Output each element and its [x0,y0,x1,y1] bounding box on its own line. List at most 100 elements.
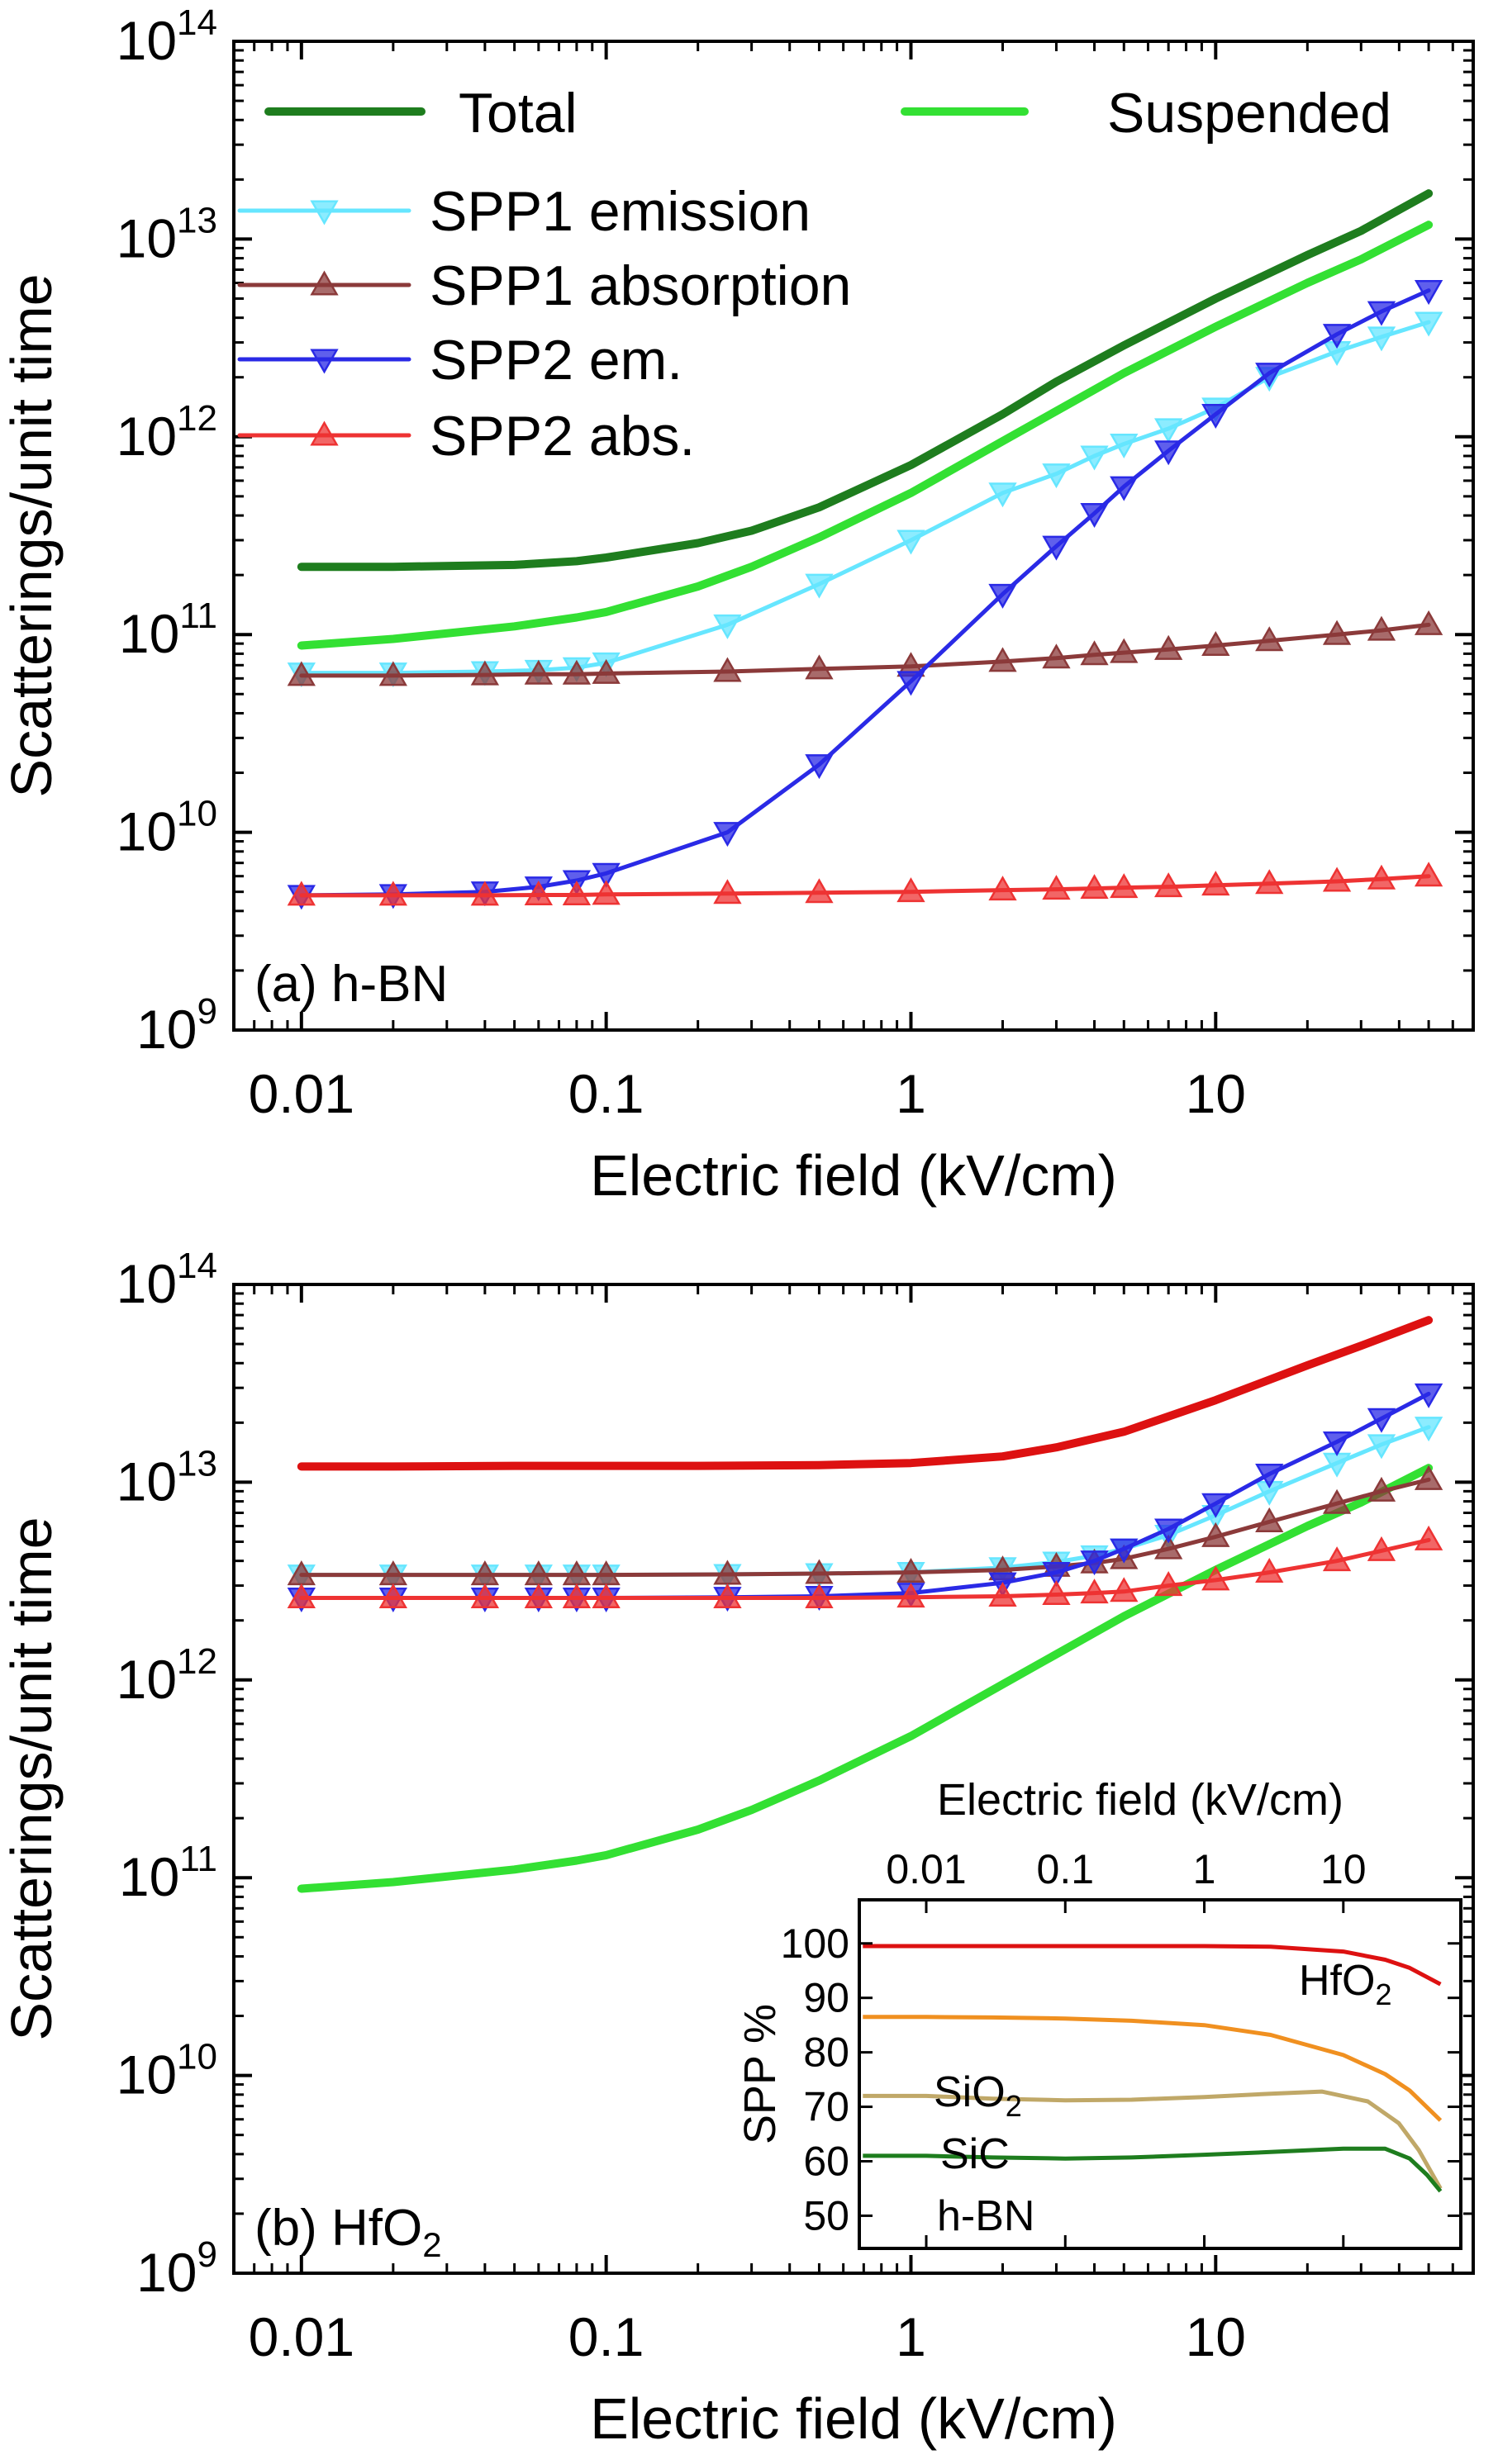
data-point [713,879,742,904]
data-point [1367,301,1396,326]
legend-label-spp2_em: SPP2 em. [430,329,682,392]
series-spp1_abs [287,610,1443,686]
data-point [1414,1525,1443,1550]
inset-label-main: h-BN [937,2192,1034,2240]
data-point [805,654,834,680]
y-tick-label: 1014 [117,1246,217,1314]
inset-label-subscript: 2 [1375,1977,1391,2011]
x-tick-label: 0.01 [249,2306,354,2367]
y-tick-exponent: 14 [177,2,217,43]
x-axis-label: Electric field (kV/cm) [590,2386,1117,2451]
data-point [1322,620,1352,645]
data-point [562,659,592,685]
data-point [1154,440,1183,466]
data-point [988,1581,1017,1607]
data-point [524,1583,553,1608]
inset-y-tick-label: 60 [803,2139,849,2185]
data-point [1414,862,1443,887]
inset-line-inset_hbn [863,2146,1443,2193]
data-point [1154,634,1183,660]
data-point [1367,1476,1396,1502]
y-tick-label: 1013 [117,1443,217,1512]
data-point [713,657,742,682]
data-point [1110,873,1139,899]
data-point [1255,1507,1284,1532]
y-tick-base: 10 [117,10,177,71]
data-point [287,661,316,686]
data-point [805,1583,834,1608]
y-tick-exponent: 11 [179,596,217,636]
data-point [1154,418,1183,444]
data-point [1154,872,1183,898]
plot-frame [232,1283,1475,2275]
data-point [1255,1558,1284,1583]
y-axis-label: Scatterings/unit time [0,1517,64,2040]
data-point [1201,630,1230,656]
y-tick-base: 10 [136,2242,197,2303]
series-line-suspended [297,221,1434,650]
y-tick-exponent: 10 [177,2037,217,2077]
y-tick-label: 1010 [117,794,217,862]
y-tick-exponent: 10 [177,794,217,834]
y-tick-base: 10 [117,1649,177,1710]
data-point [805,573,834,599]
inset-label-subscript: 2 [1006,2089,1022,2123]
inset-line-inset_hfo2 [863,1944,1442,1987]
data-point [1154,1518,1183,1544]
x-tick-label: 10 [1186,2306,1246,2367]
legend-line-spp1_em-marker [310,200,339,226]
data-point [1201,871,1230,896]
data-point [1414,311,1443,337]
data-point [1080,502,1109,529]
y-axis-label: Scatterings/unit time [0,273,64,797]
data-point [1042,643,1071,669]
data-point [1255,869,1284,895]
data-point [1110,433,1139,458]
data-point [1414,610,1443,635]
inset-x-tick-label: 1 [1193,1846,1216,1892]
inset-line-inset_sic [863,2089,1443,2190]
data-point [1367,615,1396,641]
data-point [713,822,742,847]
inset-background [859,1900,1461,2248]
data-point [1322,1488,1352,1514]
inset-y-axis-label: SPP % [735,2004,785,2144]
series-line-total [297,189,1434,572]
x-tick-label: 0.1 [568,1063,644,1124]
data-point [988,482,1017,508]
data-point [1322,324,1352,349]
y-tick-label: 109 [136,991,217,1060]
y-tick-base: 10 [136,999,197,1060]
inset-x-axis-label: Electric field (kV/cm) [937,1775,1343,1825]
legend-line-spp2_abs-marker [310,420,339,446]
data-point [287,881,316,906]
data-point [1255,363,1284,388]
data-point [592,658,621,684]
legend-label-spp1_em: SPP1 emission [430,180,811,243]
series-suspended [297,1464,1434,1893]
data-point [470,660,500,686]
data-point [1367,1408,1396,1433]
y-tick-label: 1011 [119,596,217,664]
data-point [1110,476,1139,501]
data-point [592,1583,621,1608]
data-point [896,1558,925,1583]
data-point [524,659,553,685]
data-point [805,754,834,780]
y-tick-label: 1013 [117,200,217,268]
inset-y-tick-label: 100 [781,1920,849,1967]
data-point [988,647,1017,672]
data-point [1367,864,1396,890]
data-point [1201,404,1230,430]
data-point [1201,1522,1230,1547]
data-point [1322,866,1352,892]
data-point [1414,280,1443,306]
y-tick-exponent: 11 [179,1839,217,1879]
data-point [1110,638,1139,663]
data-point [1080,874,1109,900]
inset-x-tick-label: 10 [1320,1846,1367,1892]
legend-label-suspended: Suspended [1107,82,1391,145]
data-point [592,880,621,905]
legend-line-spp2_em-marker [310,349,339,374]
